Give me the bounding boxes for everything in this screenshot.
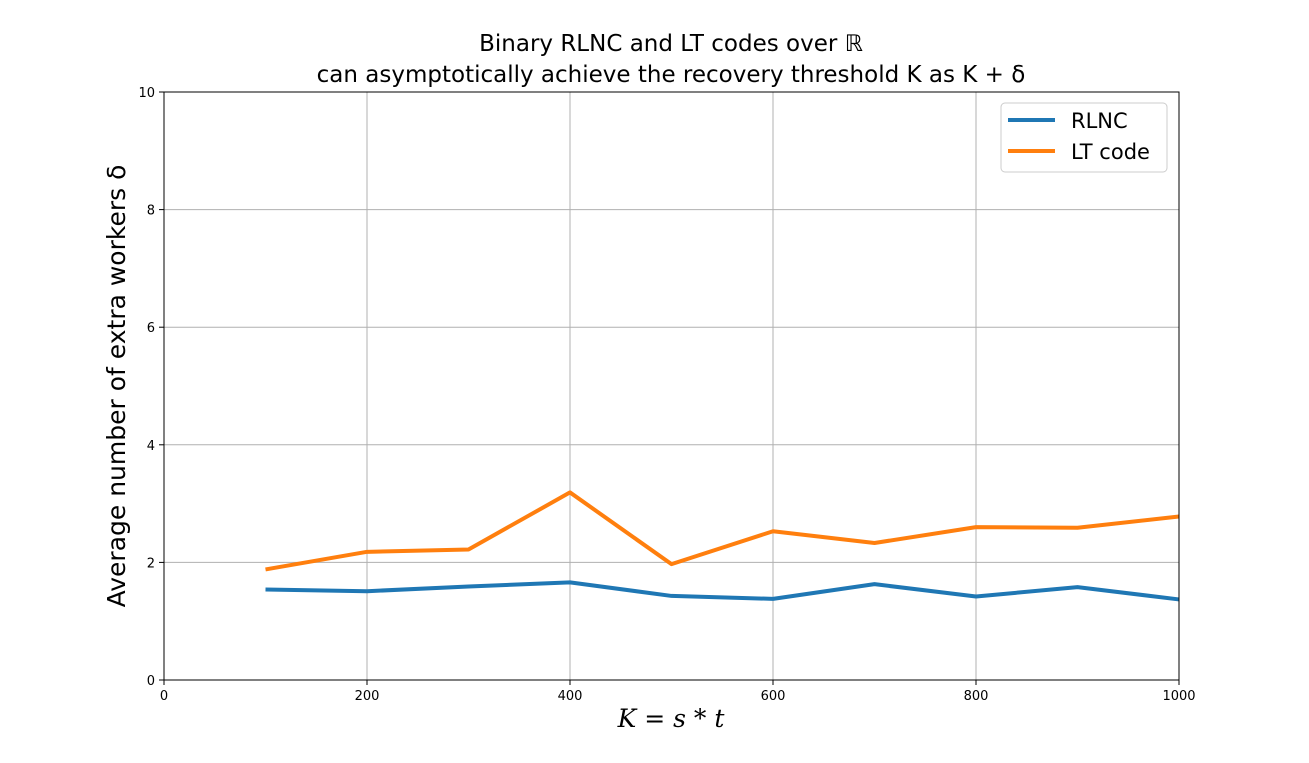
y-tick-label: 0 [147, 674, 155, 689]
x-tick-label: 200 [355, 689, 380, 704]
series-line-rlnc [265, 580, 1180, 602]
legend-label-rlnc: RLNC [1071, 109, 1128, 133]
y-tick-label: 2 [147, 556, 155, 571]
x-tick-label: 600 [761, 689, 786, 704]
plot-area [164, 92, 1179, 680]
y-tick-label: 6 [147, 321, 155, 336]
y-tick-label: 8 [147, 204, 155, 219]
y-tick-label: 10 [138, 86, 155, 101]
x-tick-label: 800 [964, 689, 989, 704]
x-tick-label: 1000 [1162, 689, 1195, 704]
x-tick-label: 400 [558, 689, 583, 704]
chart-title-line2: can asymptotically achieve the recovery … [317, 62, 1026, 88]
chart-title-line1: Binary RLNC and LT codes over ℝ [479, 31, 863, 57]
plot-frame [163, 91, 1180, 681]
x-axis-label: K = s * t [617, 704, 726, 733]
axis-ticks: 0 200 400 600 800 1000 0 2 4 6 8 10 [138, 86, 1195, 704]
series-line-lt-code [265, 490, 1180, 572]
y-tick-label: 4 [147, 439, 155, 454]
series-lines [265, 490, 1180, 602]
legend: RLNC LT code [1000, 102, 1168, 173]
y-axis-label: Average number of extra workers δ [102, 165, 131, 608]
legend-label-lt-code: LT code [1071, 140, 1150, 164]
x-tick-label: 0 [160, 689, 168, 704]
